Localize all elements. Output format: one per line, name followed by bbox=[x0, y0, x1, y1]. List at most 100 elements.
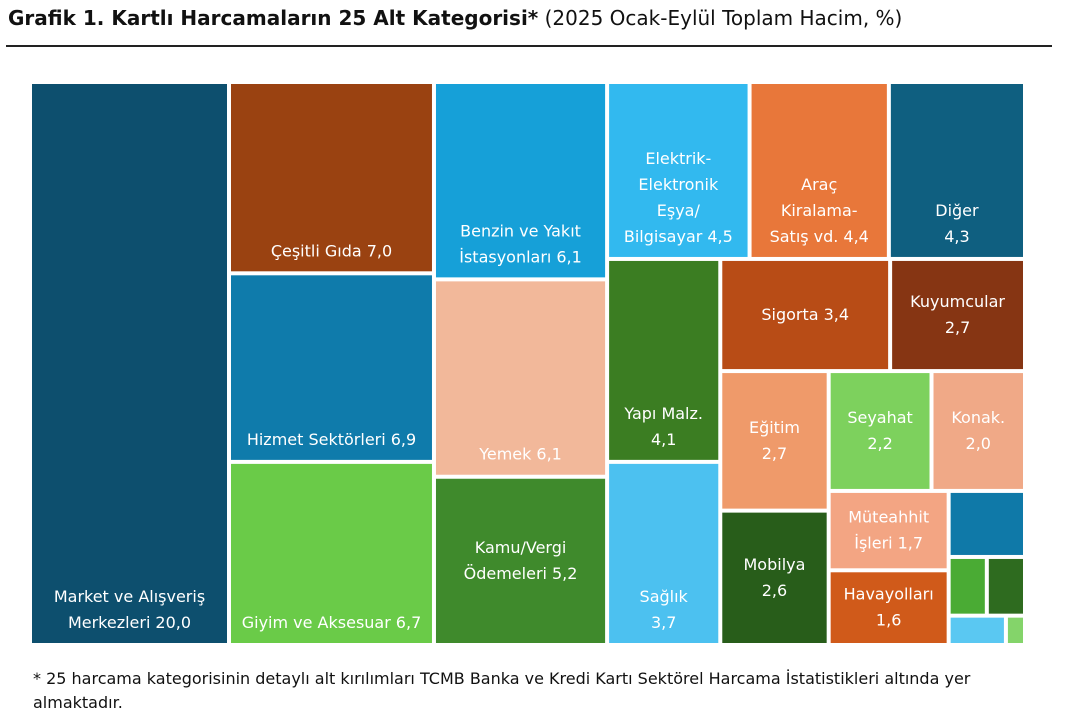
value-label: 2,0 bbox=[966, 434, 991, 453]
treemap-cell bbox=[950, 492, 1023, 555]
treemap-cell bbox=[988, 558, 1023, 614]
treemap-cell bbox=[609, 84, 748, 257]
category-label: Kiralama- bbox=[781, 200, 858, 219]
header: Grafik 1. Kartlı Harcamaların 25 Alt Kat… bbox=[8, 6, 902, 30]
category-label: Havayolları bbox=[844, 584, 934, 603]
category-label: Yemek bbox=[478, 444, 532, 463]
cell-label: Havayolları 1,6 bbox=[844, 584, 934, 629]
cell-label: Eğitim 2,7 bbox=[749, 417, 800, 462]
cell-label: Konak. 2,0 bbox=[951, 408, 1005, 453]
value-label: 3,7 bbox=[651, 613, 676, 632]
value-label: 3,4 bbox=[824, 305, 849, 324]
category-label: Sağlık bbox=[640, 587, 689, 606]
value-label: 2,7 bbox=[945, 318, 970, 337]
treemap-cell bbox=[830, 572, 947, 643]
value-label: 6,1 bbox=[536, 444, 561, 463]
category-label: Kamu/Vergi bbox=[475, 537, 567, 556]
treemap-cell bbox=[890, 84, 1023, 257]
value-label: 2,7 bbox=[762, 443, 787, 462]
treemap-cell bbox=[435, 84, 606, 278]
value-label: 6,9 bbox=[391, 429, 416, 448]
category-label: Eşya/ bbox=[657, 200, 701, 219]
category-label: İstasyonları bbox=[459, 247, 551, 266]
cell-label: Giyim ve Aksesuar 6,7 bbox=[242, 613, 422, 632]
cell-label: Hizmet Sektörleri 6,9 bbox=[247, 429, 416, 448]
category-label: Kuyumcular bbox=[910, 292, 1005, 311]
value-label: 1,6 bbox=[876, 610, 901, 629]
category-label: Merkezleri bbox=[68, 613, 150, 632]
treemap-cell bbox=[435, 478, 606, 643]
category-label: Market ve Alışveriş bbox=[54, 587, 205, 606]
treemap-cell bbox=[950, 558, 985, 614]
category-label: Ödemeleri bbox=[464, 563, 547, 582]
category-label: Hizmet Sektörleri bbox=[247, 429, 386, 448]
value-label: 7,0 bbox=[367, 241, 392, 260]
chart-subtitle: (2025 Ocak-Eylül Toplam Hacim, %) bbox=[544, 6, 903, 30]
value-label: 2,6 bbox=[762, 580, 787, 599]
treemap-cell bbox=[933, 373, 1023, 489]
cell-label: Benzin ve Yakıt İstasyonları 6,1 bbox=[459, 221, 582, 266]
cell-label: Sağlık 3,7 bbox=[640, 587, 689, 632]
title-rule bbox=[6, 45, 1052, 47]
category-label: Satış vd. bbox=[770, 226, 839, 245]
cell-label: Market ve Alışveriş Merkezleri 20,0 bbox=[54, 587, 205, 632]
cell-label: Kuyumcular 2,7 bbox=[910, 292, 1005, 337]
treemap-cell bbox=[722, 260, 889, 370]
treemap-cell bbox=[722, 373, 827, 509]
value-label: 4,1 bbox=[651, 429, 676, 448]
cell-label: Mobilya 2,6 bbox=[744, 554, 806, 599]
treemap-cell bbox=[231, 84, 432, 272]
treemap-cell bbox=[830, 373, 930, 489]
treemap-cell bbox=[435, 281, 606, 475]
treemap-cell bbox=[609, 463, 719, 643]
value-label: 5,2 bbox=[552, 563, 577, 582]
cell-label: Yapı Malz. 4,1 bbox=[623, 403, 703, 448]
treemap-cell bbox=[231, 275, 432, 460]
value-label: 1,7 bbox=[898, 533, 923, 552]
value-label: 20,0 bbox=[155, 613, 191, 632]
category-label: Çeşitli Gıda bbox=[271, 241, 362, 260]
category-label: Elektrik- bbox=[645, 148, 711, 167]
value-label: 6,1 bbox=[556, 247, 581, 266]
category-label: Bilgisayar bbox=[624, 226, 703, 245]
cell-label: Müteahhit İşleri 1,7 bbox=[848, 507, 929, 552]
treemap-cell bbox=[1007, 617, 1023, 643]
category-label: Konak. bbox=[951, 408, 1005, 427]
value-label: 2,2 bbox=[867, 434, 892, 453]
treemap-cell bbox=[751, 84, 887, 257]
treemap-cell bbox=[609, 260, 719, 460]
category-label: Mobilya bbox=[744, 554, 806, 573]
cell-label: Çeşitli Gıda 7,0 bbox=[271, 241, 392, 260]
cell-label: Sigorta 3,4 bbox=[761, 305, 849, 324]
treemap-cell bbox=[722, 512, 827, 643]
chart-title: Grafik 1. Kartlı Harcamaların 25 Alt Kat… bbox=[8, 6, 539, 30]
category-label: Benzin ve Yakıt bbox=[460, 221, 581, 240]
category-label: Eğitim bbox=[749, 417, 800, 436]
treemap-cell bbox=[950, 617, 1004, 643]
cell-label: Diğer 4,3 bbox=[935, 200, 979, 245]
category-label: Müteahhit bbox=[848, 507, 929, 526]
treemap-cell bbox=[892, 260, 1023, 370]
category-label: Yapı Malz. bbox=[623, 403, 703, 422]
chart: Market ve Alışveriş Merkezleri 20,0 Çeşitli… bbox=[32, 84, 1023, 643]
treemap-cell bbox=[830, 492, 947, 569]
cell-label: Yemek 6,1 bbox=[478, 444, 562, 463]
treemap-cell bbox=[32, 84, 227, 643]
category-label: Elektronik bbox=[638, 174, 719, 193]
footnote: * 25 harcama kategorisinin detaylı alt k… bbox=[33, 669, 971, 712]
cell-label: Kamu/Vergi Ödemeleri 5,2 bbox=[464, 537, 578, 582]
treemap-cell bbox=[231, 463, 432, 643]
category-label: Diğer bbox=[935, 200, 979, 219]
cell-label: Seyahat 2,2 bbox=[847, 408, 913, 453]
value-label: 4,5 bbox=[707, 226, 732, 245]
category-label: Araç bbox=[801, 174, 837, 193]
category-label: Sigorta bbox=[761, 305, 818, 324]
category-label: Giyim ve Aksesuar bbox=[242, 613, 392, 632]
cell-label: Elektrik- Elektronik Eşya/Bilgisayar 4,5 bbox=[624, 148, 733, 245]
value-label: 4,4 bbox=[843, 226, 868, 245]
category-label: İşleri bbox=[854, 533, 892, 552]
cell-label: Araç Kiralama- Satış vd. 4,4 bbox=[770, 174, 869, 245]
category-label: Seyahat bbox=[847, 408, 913, 427]
value-label: 6,7 bbox=[396, 613, 421, 632]
